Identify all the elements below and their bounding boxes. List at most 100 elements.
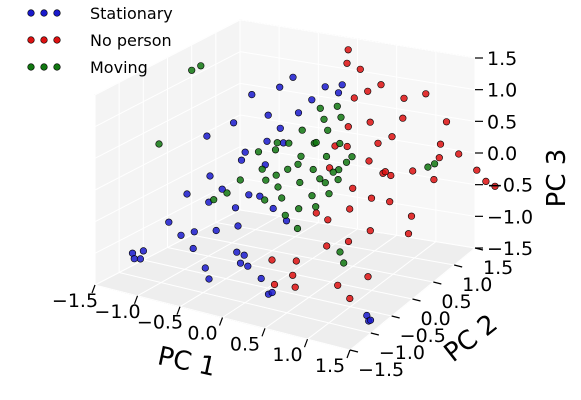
data-point <box>257 274 265 283</box>
data-point <box>234 222 242 230</box>
data-point <box>294 109 303 117</box>
y-tick-label: −1.5 <box>358 359 404 381</box>
x-tick-label: −0.5 <box>137 312 183 334</box>
legend: Stationary No person Moving <box>27 4 173 77</box>
data-point <box>254 148 263 156</box>
data-point <box>329 168 337 176</box>
data-point <box>293 224 302 233</box>
data-point <box>268 256 276 264</box>
data-point <box>296 178 304 187</box>
legend-marker <box>53 36 61 44</box>
y-tick-label: −1.0 <box>379 342 425 364</box>
data-point <box>230 119 238 127</box>
data-point <box>343 142 351 151</box>
data-point <box>261 196 269 204</box>
data-point <box>272 171 280 179</box>
x-tick-mark <box>346 349 351 359</box>
z-tick-label: 1.0 <box>487 80 517 102</box>
legend-marker <box>40 36 48 44</box>
data-point <box>366 118 374 126</box>
data-point <box>323 242 331 250</box>
y-tick-label: 0.0 <box>421 308 451 330</box>
legend-marker <box>53 9 61 17</box>
z-tick-label: −1.5 <box>487 238 533 260</box>
data-point <box>431 160 439 168</box>
z-tick-label: −1.0 <box>487 206 533 228</box>
y-tick-mark <box>349 349 359 353</box>
legend-label: No person <box>90 31 172 50</box>
data-point <box>189 244 197 253</box>
data-point <box>381 168 389 176</box>
tick-marks <box>91 57 484 359</box>
data-point <box>399 114 407 122</box>
data-point <box>188 66 196 74</box>
data-point <box>316 104 324 112</box>
data-point <box>236 259 245 267</box>
data-point <box>294 160 302 168</box>
data-point <box>366 316 375 324</box>
data-point <box>430 176 438 184</box>
data-point <box>268 288 276 297</box>
data-point <box>241 148 249 156</box>
data-point <box>436 140 445 148</box>
data-point <box>322 152 331 161</box>
data-point <box>297 152 305 160</box>
data-point <box>201 264 209 272</box>
data-point <box>130 255 138 263</box>
grid-line <box>94 19 241 96</box>
data-point <box>338 81 346 89</box>
data-point <box>491 182 499 190</box>
data-point <box>325 190 333 198</box>
data-point <box>407 212 416 220</box>
data-point <box>256 192 264 200</box>
x-tick-label: −1.0 <box>94 301 140 323</box>
z-tick-label: 0.5 <box>487 111 517 133</box>
data-point <box>291 283 299 291</box>
data-point <box>422 90 430 98</box>
x-tick-label: 0.0 <box>187 323 217 345</box>
data-point <box>258 165 266 173</box>
data-point <box>139 247 147 255</box>
data-point <box>377 81 385 89</box>
data-point <box>289 271 297 279</box>
legend-marker <box>27 36 35 44</box>
data-point <box>231 204 240 212</box>
z-tick-label: 0.0 <box>487 143 517 165</box>
x-tick-label: −1.5 <box>52 290 98 312</box>
data-point <box>264 111 272 119</box>
data-point <box>240 251 248 259</box>
legend-marker <box>40 63 48 71</box>
data-point <box>278 194 286 202</box>
data-point <box>244 262 252 270</box>
data-point <box>473 166 481 174</box>
data-point <box>312 209 320 217</box>
data-point <box>374 139 382 147</box>
data-point <box>197 62 205 70</box>
data-point <box>348 153 356 161</box>
x-tick-mark <box>133 295 139 305</box>
data-point <box>334 281 342 289</box>
data-point <box>308 192 316 200</box>
data-point <box>312 203 320 211</box>
data-point <box>482 177 490 185</box>
data-point <box>387 171 395 180</box>
tick-labels: −1.5−1.0−0.5 0.0 0.5 1.0 1.5 −1.5−1.0−0.50.00… <box>52 48 533 381</box>
z-tick-label: −0.5 <box>487 175 533 197</box>
data-point <box>400 94 408 102</box>
data-point <box>312 138 320 147</box>
data-point <box>349 184 357 192</box>
y-tick-label: 1.5 <box>483 257 513 279</box>
data-point <box>212 226 220 235</box>
data-point <box>309 165 317 174</box>
legend-marker <box>53 63 61 71</box>
grid-line <box>239 19 476 59</box>
x-tick-label: 0.5 <box>230 333 260 355</box>
data-point <box>343 59 351 67</box>
data-point <box>336 248 344 256</box>
x-tick-label: 1.5 <box>315 355 345 377</box>
data-point <box>340 259 348 267</box>
data-point <box>218 185 226 193</box>
x-tick-mark <box>218 317 224 326</box>
legend-marker <box>27 9 35 17</box>
data-point <box>263 137 271 145</box>
